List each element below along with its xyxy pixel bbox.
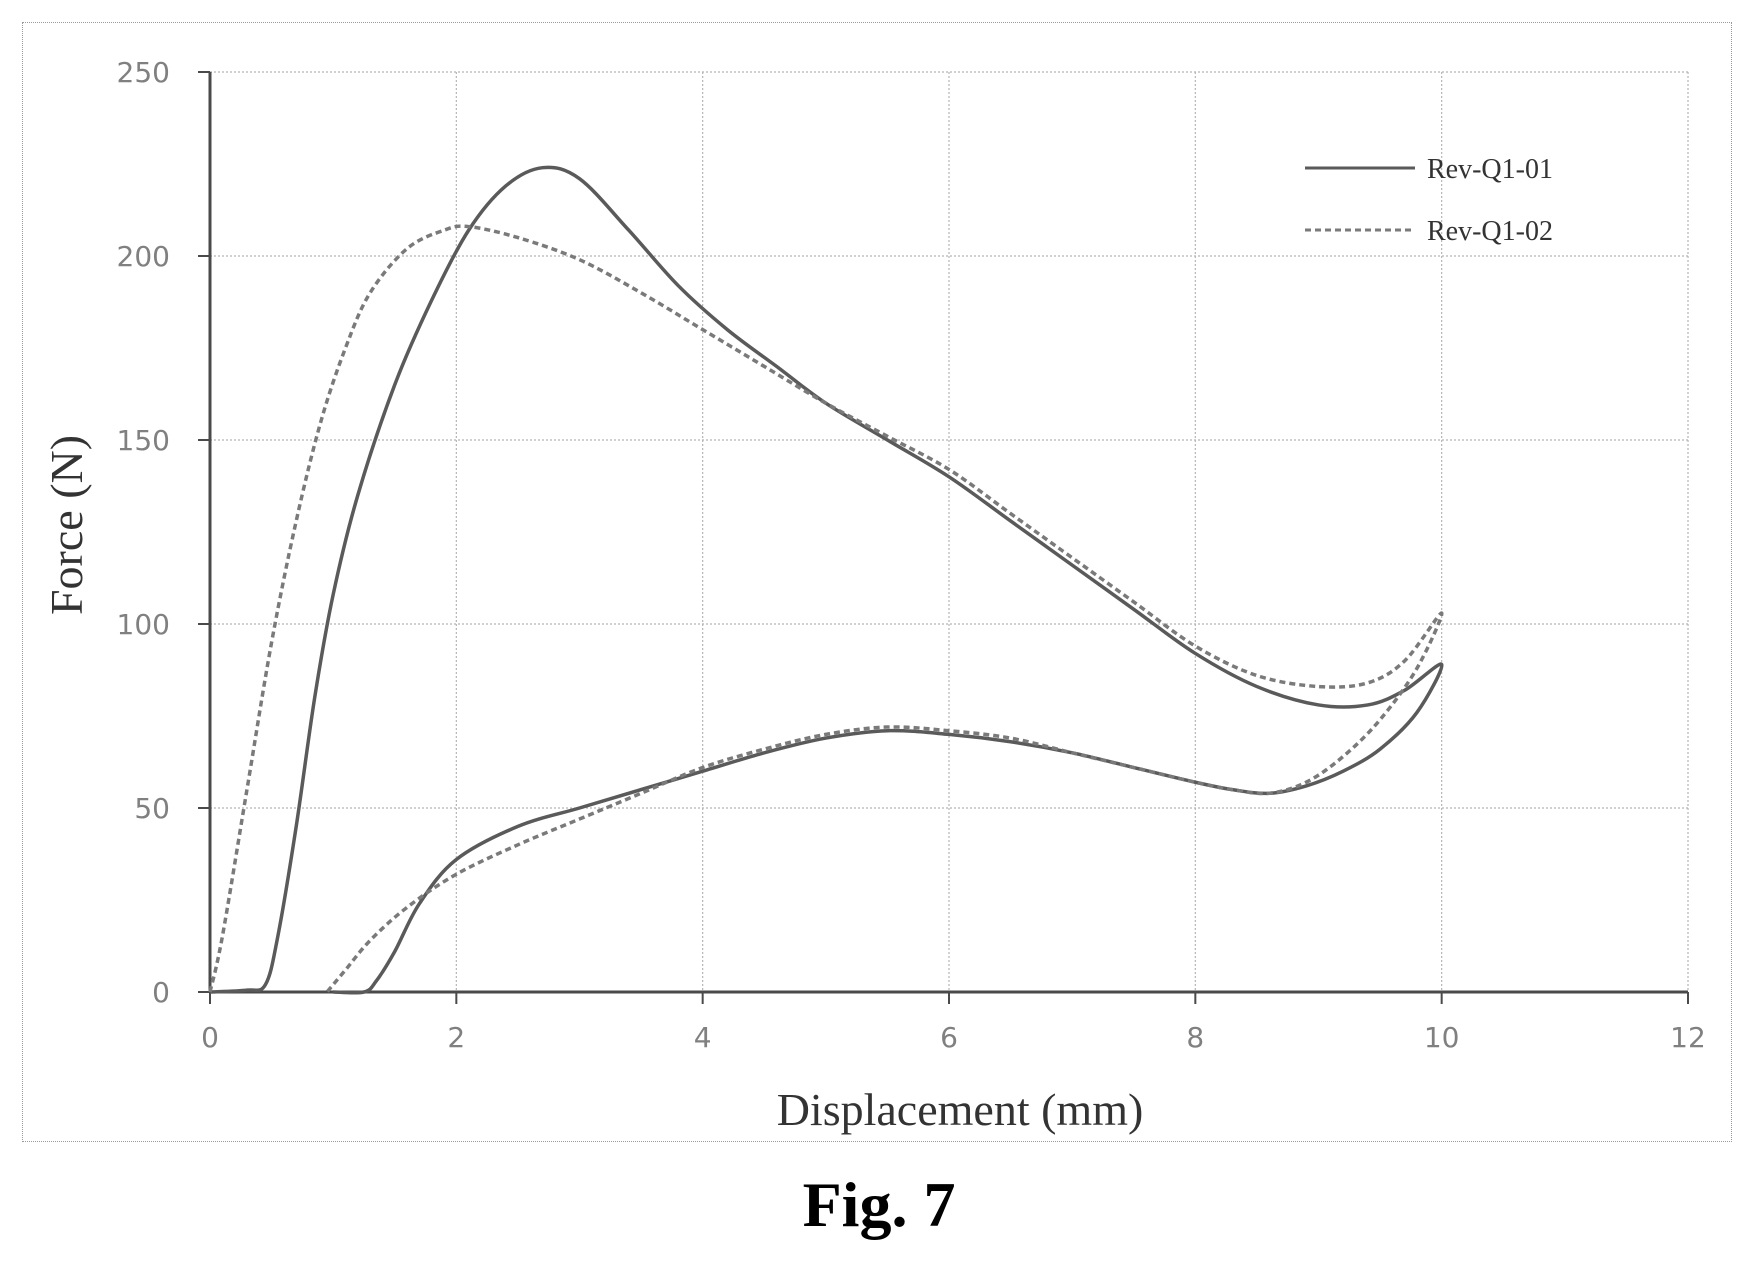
- series-layer: [208, 165, 1444, 995]
- legend: Rev-Q1-01 Rev-Q1-02: [1305, 154, 1553, 247]
- x-tick-label: 4: [694, 1021, 712, 1054]
- legend-label-2: Rev-Q1-02: [1427, 216, 1553, 247]
- chart-frame: [22, 22, 1732, 1142]
- y-tick-label: 50: [134, 792, 170, 825]
- x-tick-label: 12: [1670, 1021, 1706, 1054]
- axis-layer: 0 2 4 6 8 10 12 0 50 100 150 200 250: [117, 56, 1706, 1054]
- x-tick-label: 10: [1424, 1021, 1460, 1054]
- figure-caption: Fig. 7: [802, 1169, 956, 1240]
- x-tick-label: 0: [201, 1021, 219, 1054]
- x-tick-label: 2: [447, 1021, 465, 1054]
- series-line-2: [208, 224, 1444, 994]
- x-tick-label: 8: [1186, 1021, 1204, 1054]
- grid-layer: [210, 71, 1689, 992]
- series-line-1: [209, 165, 1444, 995]
- x-tick-label: 6: [940, 1021, 958, 1054]
- y-tick-label: 250: [117, 56, 170, 89]
- y-tick-label: 100: [117, 608, 170, 641]
- x-axis-title: Displacement (mm): [777, 1084, 1144, 1135]
- legend-label-1: Rev-Q1-01: [1427, 154, 1553, 185]
- y-tick-label: 200: [117, 240, 170, 273]
- y-tick-label: 0: [152, 976, 170, 1009]
- y-tick-label: 150: [117, 424, 170, 457]
- y-axis-title: Force (N): [41, 435, 92, 615]
